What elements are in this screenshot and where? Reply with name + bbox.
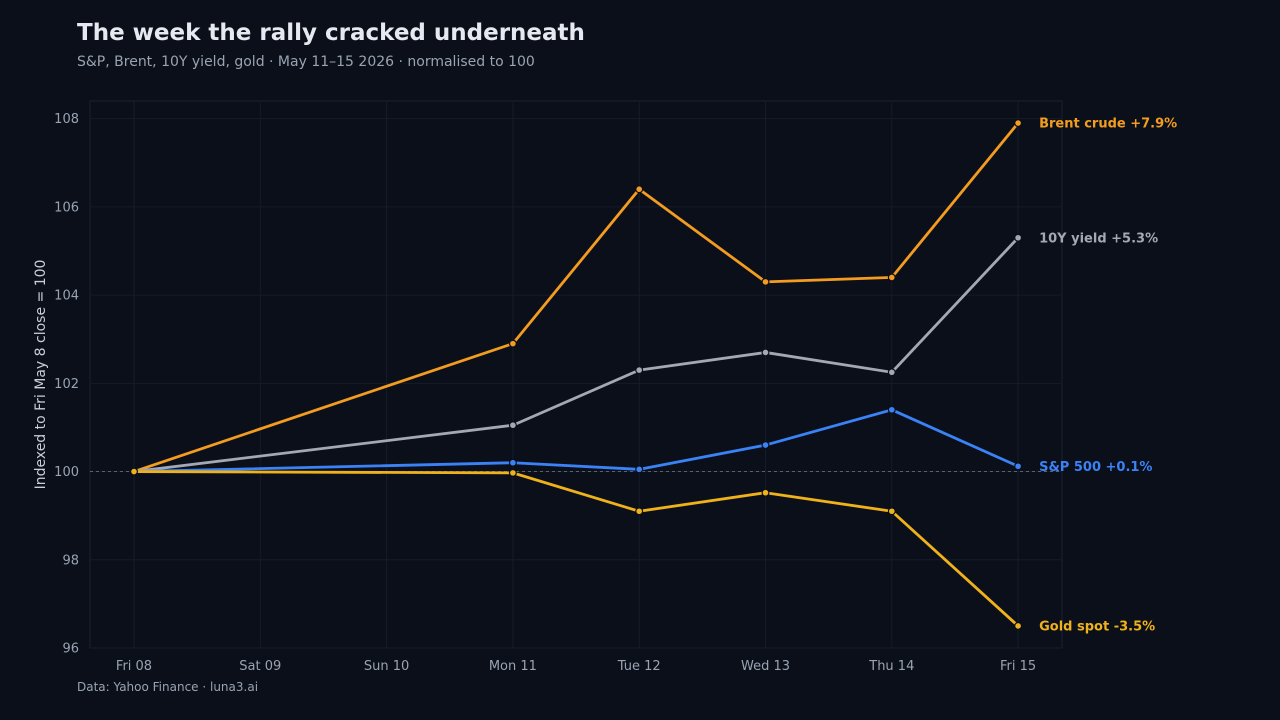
series-line-s-p-500 <box>132 408 1020 473</box>
end-label-s-p-500: S&P 500 +0.1% <box>1039 460 1152 475</box>
y-tick-label: 96 <box>62 642 79 657</box>
end-label-brent-crude: Brent crude +7.9% <box>1039 117 1177 132</box>
y-tick-label: 102 <box>54 377 79 392</box>
series-line-gold-spot <box>132 470 1020 628</box>
data-point-brent-crude <box>635 185 644 194</box>
y-tick-label: 98 <box>62 553 79 568</box>
y-axis-title: Indexed to Fri May 8 close = 100 <box>33 260 49 490</box>
data-point-brent-crude <box>1014 119 1023 128</box>
plot-area <box>89 100 1063 649</box>
data-point-s-p-500 <box>887 405 896 414</box>
x-tick-label: Sun 10 <box>364 659 409 674</box>
data-point-s-p-500 <box>761 441 770 450</box>
data-point-gold-spot <box>130 467 139 476</box>
data-point-10y-yield <box>1014 233 1023 242</box>
data-point-10y-yield <box>508 421 517 430</box>
x-tick-label: Fri 15 <box>1000 659 1036 674</box>
series-line-brent-crude <box>132 121 1020 473</box>
data-point-10y-yield <box>761 348 770 357</box>
data-point-gold-spot <box>761 488 770 497</box>
y-tick-label: 104 <box>54 289 79 304</box>
x-tick-label: Mon 11 <box>489 659 537 674</box>
data-point-10y-yield <box>887 368 896 377</box>
end-label-gold-spot: Gold spot -3.5% <box>1039 619 1155 634</box>
y-tick-label: 100 <box>54 465 79 480</box>
source-note: Data: Yahoo Finance · luna3.ai <box>77 680 259 694</box>
x-tick-label: Tue 12 <box>617 659 661 674</box>
chart-title: The week the rally cracked underneath <box>77 20 585 46</box>
y-tick-label: 106 <box>54 200 79 215</box>
chart-subtitle: S&P, Brent, 10Y yield, gold · May 11–15 … <box>77 54 535 70</box>
x-tick-label: Thu 14 <box>868 659 914 674</box>
data-point-s-p-500 <box>1014 462 1023 471</box>
data-point-gold-spot <box>887 507 896 516</box>
data-point-s-p-500 <box>508 458 517 467</box>
end-label-10y-yield: 10Y yield +5.3% <box>1039 231 1158 246</box>
data-point-s-p-500 <box>635 465 644 474</box>
data-point-brent-crude <box>508 339 517 348</box>
data-point-brent-crude <box>761 277 770 286</box>
data-point-brent-crude <box>887 273 896 282</box>
data-point-10y-yield <box>635 366 644 375</box>
x-tick-label: Sat 09 <box>239 659 281 674</box>
x-tick-label: Wed 13 <box>741 659 790 674</box>
data-point-gold-spot <box>1014 621 1023 630</box>
x-tick-label: Fri 08 <box>116 659 152 674</box>
data-point-gold-spot <box>508 468 517 477</box>
y-tick-label: 108 <box>54 112 79 127</box>
data-point-gold-spot <box>635 507 644 516</box>
series-line-10y-yield <box>132 236 1020 473</box>
